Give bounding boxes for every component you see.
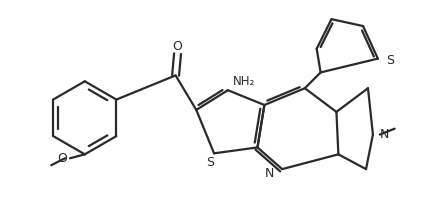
Text: S: S <box>386 54 394 67</box>
Text: N: N <box>265 167 274 180</box>
Text: NH₂: NH₂ <box>233 75 255 88</box>
Text: O: O <box>57 152 67 165</box>
Text: O: O <box>173 40 183 53</box>
Text: S: S <box>206 156 214 169</box>
Text: N: N <box>380 128 389 141</box>
